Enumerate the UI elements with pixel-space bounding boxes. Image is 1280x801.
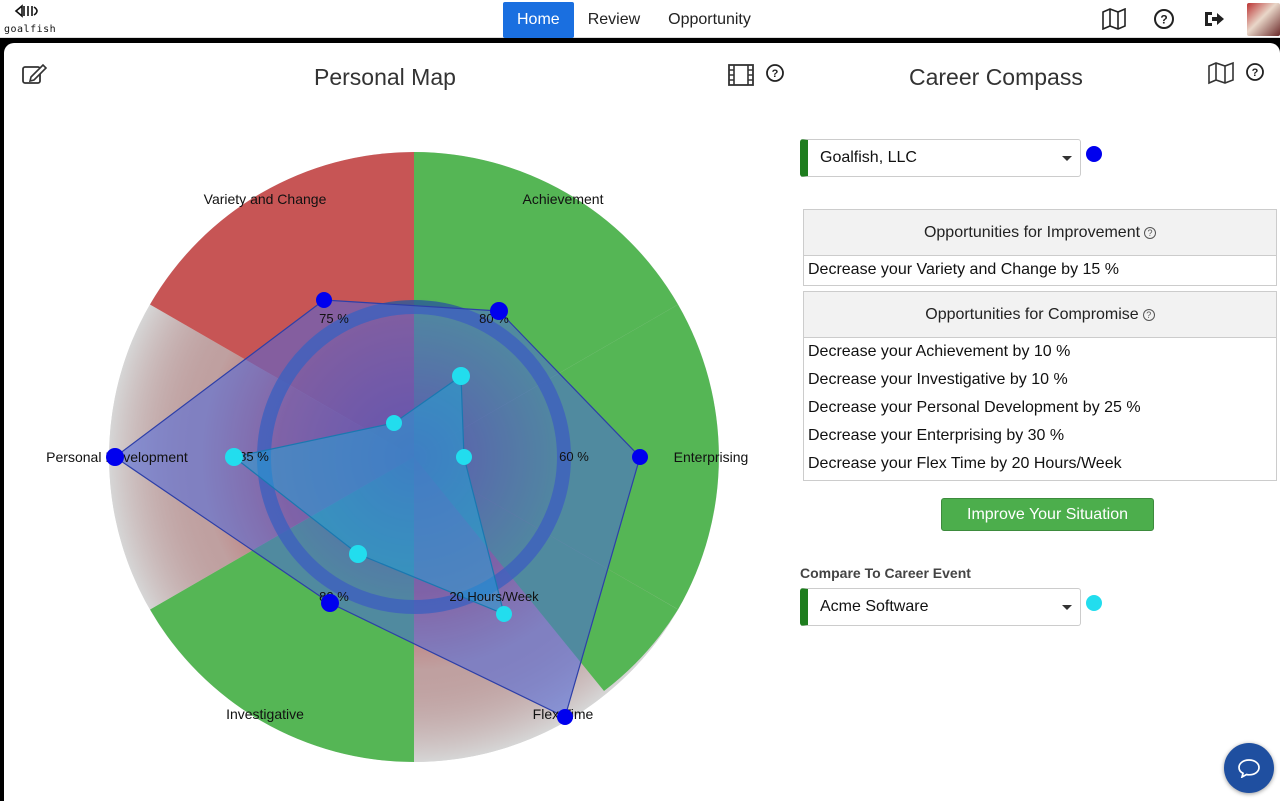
value-label-variety-and-change: 75 % [319,311,349,326]
primary-point-enterprising[interactable] [632,449,648,465]
logout-icon[interactable] [1202,7,1226,31]
chevron-down-icon [1062,156,1072,161]
compare-point-flex-time[interactable] [496,606,512,622]
compromise-item: Decrease your Flex Time by 20 Hours/Week [808,455,1122,472]
logo-text: goalfish [4,24,57,35]
compass-help-icon[interactable]: ? [1244,61,1266,83]
compare-point-personal-development[interactable] [225,448,243,466]
primary-point-achievement[interactable] [490,302,508,320]
film-icon[interactable] [727,63,755,87]
career-compass-title: Career Compass [909,64,1083,90]
nav-home[interactable]: Home [503,2,574,38]
primary-point-investigative[interactable] [321,594,339,612]
compromise-item: Decrease your Enterprising by 30 % [808,427,1065,444]
nav-opportunity[interactable]: Opportunity [668,11,751,28]
compromise-help-icon[interactable]: ? [1142,308,1155,321]
compare-series-dot [1086,595,1102,611]
compare-select-value: Acme Software [820,598,929,615]
main-page: Personal Map ? [4,43,1280,801]
compromise-box: Opportunities for Compromise? Decrease y… [803,291,1277,481]
fish-logo-icon [14,4,38,18]
main-nav: Home Review Opportunity [503,2,765,38]
primary-point-personal-development[interactable] [106,448,124,466]
compare-select[interactable]: Acme Software [800,588,1081,626]
axis-label-enterprising: Enterprising [674,449,749,465]
map-icon[interactable] [1102,7,1126,31]
improve-situation-button[interactable]: Improve Your Situation [941,498,1154,531]
improvement-header: Opportunities for Improvement? [804,210,1276,256]
axis-label-achievement: Achievement [523,191,604,207]
compromise-item: Decrease your Investigative by 10 % [808,371,1068,388]
edit-icon[interactable] [22,63,48,85]
compromise-item: Decrease your Personal Development by 25… [808,399,1141,416]
chevron-down-icon [1062,605,1072,610]
compare-point-variety-and-change[interactable] [386,415,402,431]
top-navbar: goalfish Home Review Opportunity ? [0,0,1280,38]
improvement-help-icon[interactable]: ? [1144,226,1157,239]
company-select[interactable]: Goalfish, LLC [800,139,1081,177]
primary-point-flex-time[interactable] [557,709,573,725]
improvement-box: Opportunities for Improvement? Decrease … [803,209,1277,286]
help-icon[interactable]: ? [1152,7,1176,31]
personal-map-help-icon[interactable]: ? [764,62,786,84]
compromise-item: Decrease your Achievement by 10 % [808,343,1071,360]
primary-series-dot [1086,146,1102,162]
improvement-item: Decrease your Variety and Change by 15 % [808,261,1119,278]
compromise-title: Opportunities for Compromise [925,306,1139,323]
primary-point-variety-and-change[interactable] [316,292,332,308]
compare-point-enterprising[interactable] [456,449,472,465]
value-label-enterprising: 60 % [559,449,589,464]
goalfish-logo[interactable]: goalfish [4,4,57,35]
svg-text:?: ? [1160,13,1167,27]
chat-button[interactable] [1224,743,1274,793]
value-label-flex-time: 20 Hours/Week [449,589,539,604]
svg-text:?: ? [772,68,779,80]
personal-map-title: Personal Map [314,64,456,90]
compare-label: Compare To Career Event [800,565,971,581]
compare-point-achievement[interactable] [452,367,470,385]
improvement-title: Opportunities for Improvement [923,224,1141,241]
compare-point-investigative[interactable] [349,545,367,563]
compass-map-icon[interactable] [1207,61,1235,85]
svg-text:?: ? [1252,67,1259,79]
chat-icon [1238,759,1260,778]
top-icon-group: ? [1089,0,1280,38]
personal-map-radar-chart: Achievement Enterprising Flex Time Inves… [46,152,749,762]
company-select-value: Goalfish, LLC [820,149,917,166]
compromise-header: Opportunities for Compromise? [804,292,1276,338]
axis-label-investigative: Investigative [226,706,304,722]
nav-review[interactable]: Review [587,11,641,28]
value-label-personal-development: 85 % [239,449,269,464]
user-avatar[interactable] [1247,2,1280,36]
axis-label-variety-and-change: Variety and Change [204,191,327,207]
